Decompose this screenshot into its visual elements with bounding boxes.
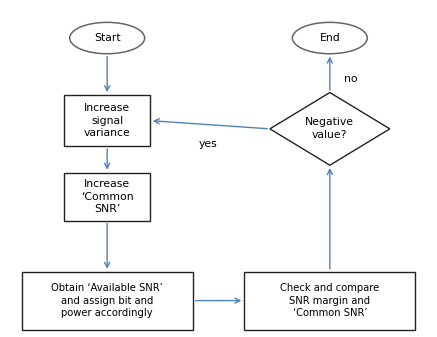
Text: no: no — [343, 74, 357, 84]
Text: Negative
value?: Negative value? — [305, 118, 354, 140]
Ellipse shape — [292, 22, 368, 54]
Text: Start: Start — [94, 33, 121, 43]
Text: End: End — [319, 33, 340, 43]
Bar — [64, 173, 150, 220]
Ellipse shape — [69, 22, 145, 54]
Polygon shape — [270, 93, 390, 165]
Bar — [64, 95, 150, 146]
Text: Increase
‘Common
SNR’: Increase ‘Common SNR’ — [81, 179, 133, 214]
Text: yes: yes — [198, 139, 217, 149]
Text: Check and compare
SNR margin and
‘Common SNR’: Check and compare SNR margin and ‘Common… — [280, 283, 379, 318]
Text: Increase
signal
variance: Increase signal variance — [84, 103, 131, 139]
Bar — [21, 272, 193, 330]
Bar — [244, 272, 416, 330]
Text: Obtain ‘Available SNR’
and assign bit and
power accordingly: Obtain ‘Available SNR’ and assign bit an… — [51, 283, 163, 318]
